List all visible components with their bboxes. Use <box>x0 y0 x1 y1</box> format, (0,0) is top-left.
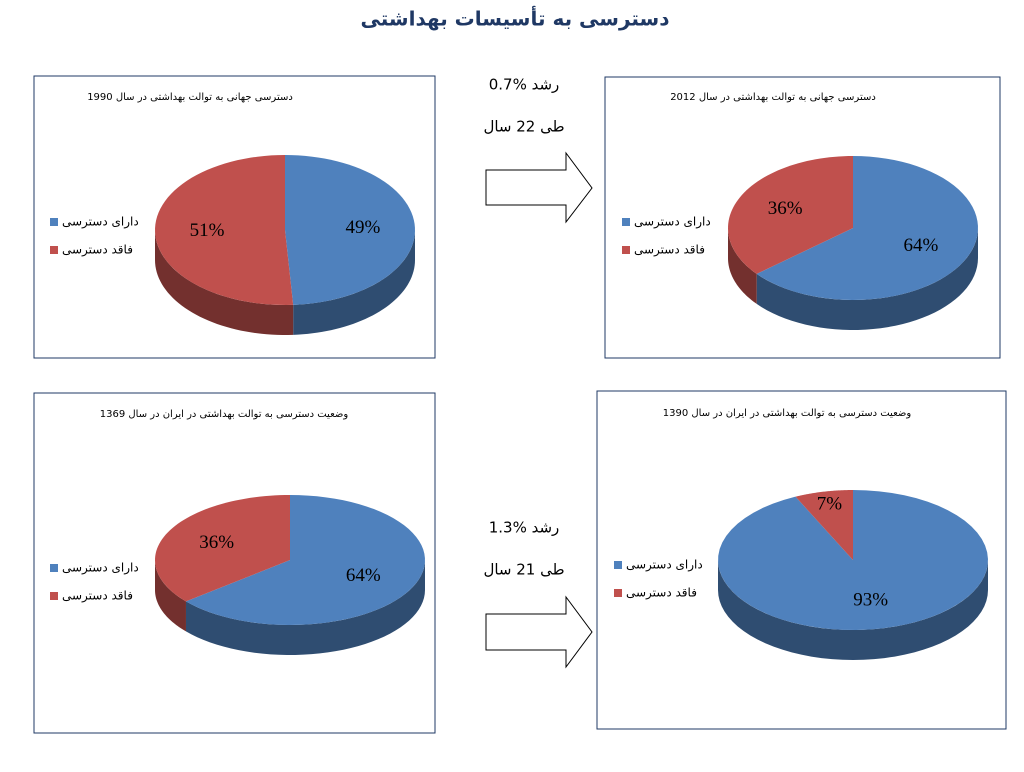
legend-swatch <box>614 561 622 569</box>
pie-slice <box>185 495 425 625</box>
pie-slice <box>155 155 294 305</box>
legend-label: دارای دسترسی <box>634 215 711 230</box>
pie-side <box>155 230 294 335</box>
legend-label: دارای دسترسی <box>626 558 703 573</box>
pie-side <box>155 560 186 632</box>
chart-title: دسترسی جهانی به توالت بهداشتی در سال 199… <box>87 92 293 103</box>
growth-period: طی 21 سال <box>483 561 564 579</box>
legend-swatch <box>614 589 622 597</box>
growth-rate: رشد %0.7 <box>489 76 560 94</box>
pie-slice <box>155 495 290 602</box>
pie-slice <box>728 156 853 274</box>
chart-title: وضعیت دسترسی به توالت بهداشتی در ایران د… <box>663 408 912 419</box>
legend-swatch <box>622 246 630 254</box>
pie-slice <box>718 490 988 630</box>
chart-title: دسترسی جهانی به توالت بهداشتی در سال 201… <box>670 92 876 103</box>
arrow <box>485 151 593 224</box>
data-label: 51% <box>190 220 225 241</box>
pie-side <box>718 560 988 660</box>
pie-slice <box>756 156 978 300</box>
legend-label: فاقد دسترسی <box>634 243 705 258</box>
legend-swatch <box>50 564 58 572</box>
pie-side <box>728 228 757 304</box>
arrow <box>485 595 593 669</box>
growth-period: طی 22 سال <box>483 118 564 136</box>
growth-rate: رشد %1.3 <box>489 519 560 537</box>
data-label: 7% <box>817 494 843 515</box>
legend-label: دارای دسترسی <box>62 215 139 230</box>
legend-label: فاقد دسترسی <box>62 589 133 604</box>
data-label: 64% <box>903 235 938 256</box>
pie-side <box>293 230 415 335</box>
data-label: 36% <box>768 198 803 219</box>
pie-side <box>185 560 425 655</box>
data-label: 49% <box>346 217 381 238</box>
legend-swatch <box>622 218 630 226</box>
data-label: 36% <box>199 532 234 553</box>
data-label: 64% <box>346 565 381 586</box>
data-label: 93% <box>853 589 888 610</box>
slide-title: دسترسی به تأسیسات بهداشتی <box>361 5 670 31</box>
legend-swatch <box>50 246 58 254</box>
legend-label: دارای دسترسی <box>62 561 139 576</box>
pie-slice <box>285 155 415 305</box>
legend-label: فاقد دسترسی <box>626 586 697 601</box>
legend-label: فاقد دسترسی <box>62 243 133 258</box>
legend-swatch <box>50 592 58 600</box>
pie-slice <box>795 490 853 560</box>
legend-swatch <box>50 218 58 226</box>
pie-side <box>756 228 978 330</box>
chart-title: وضعیت دسترسی به توالت بهداشتی در ایران د… <box>100 409 349 420</box>
